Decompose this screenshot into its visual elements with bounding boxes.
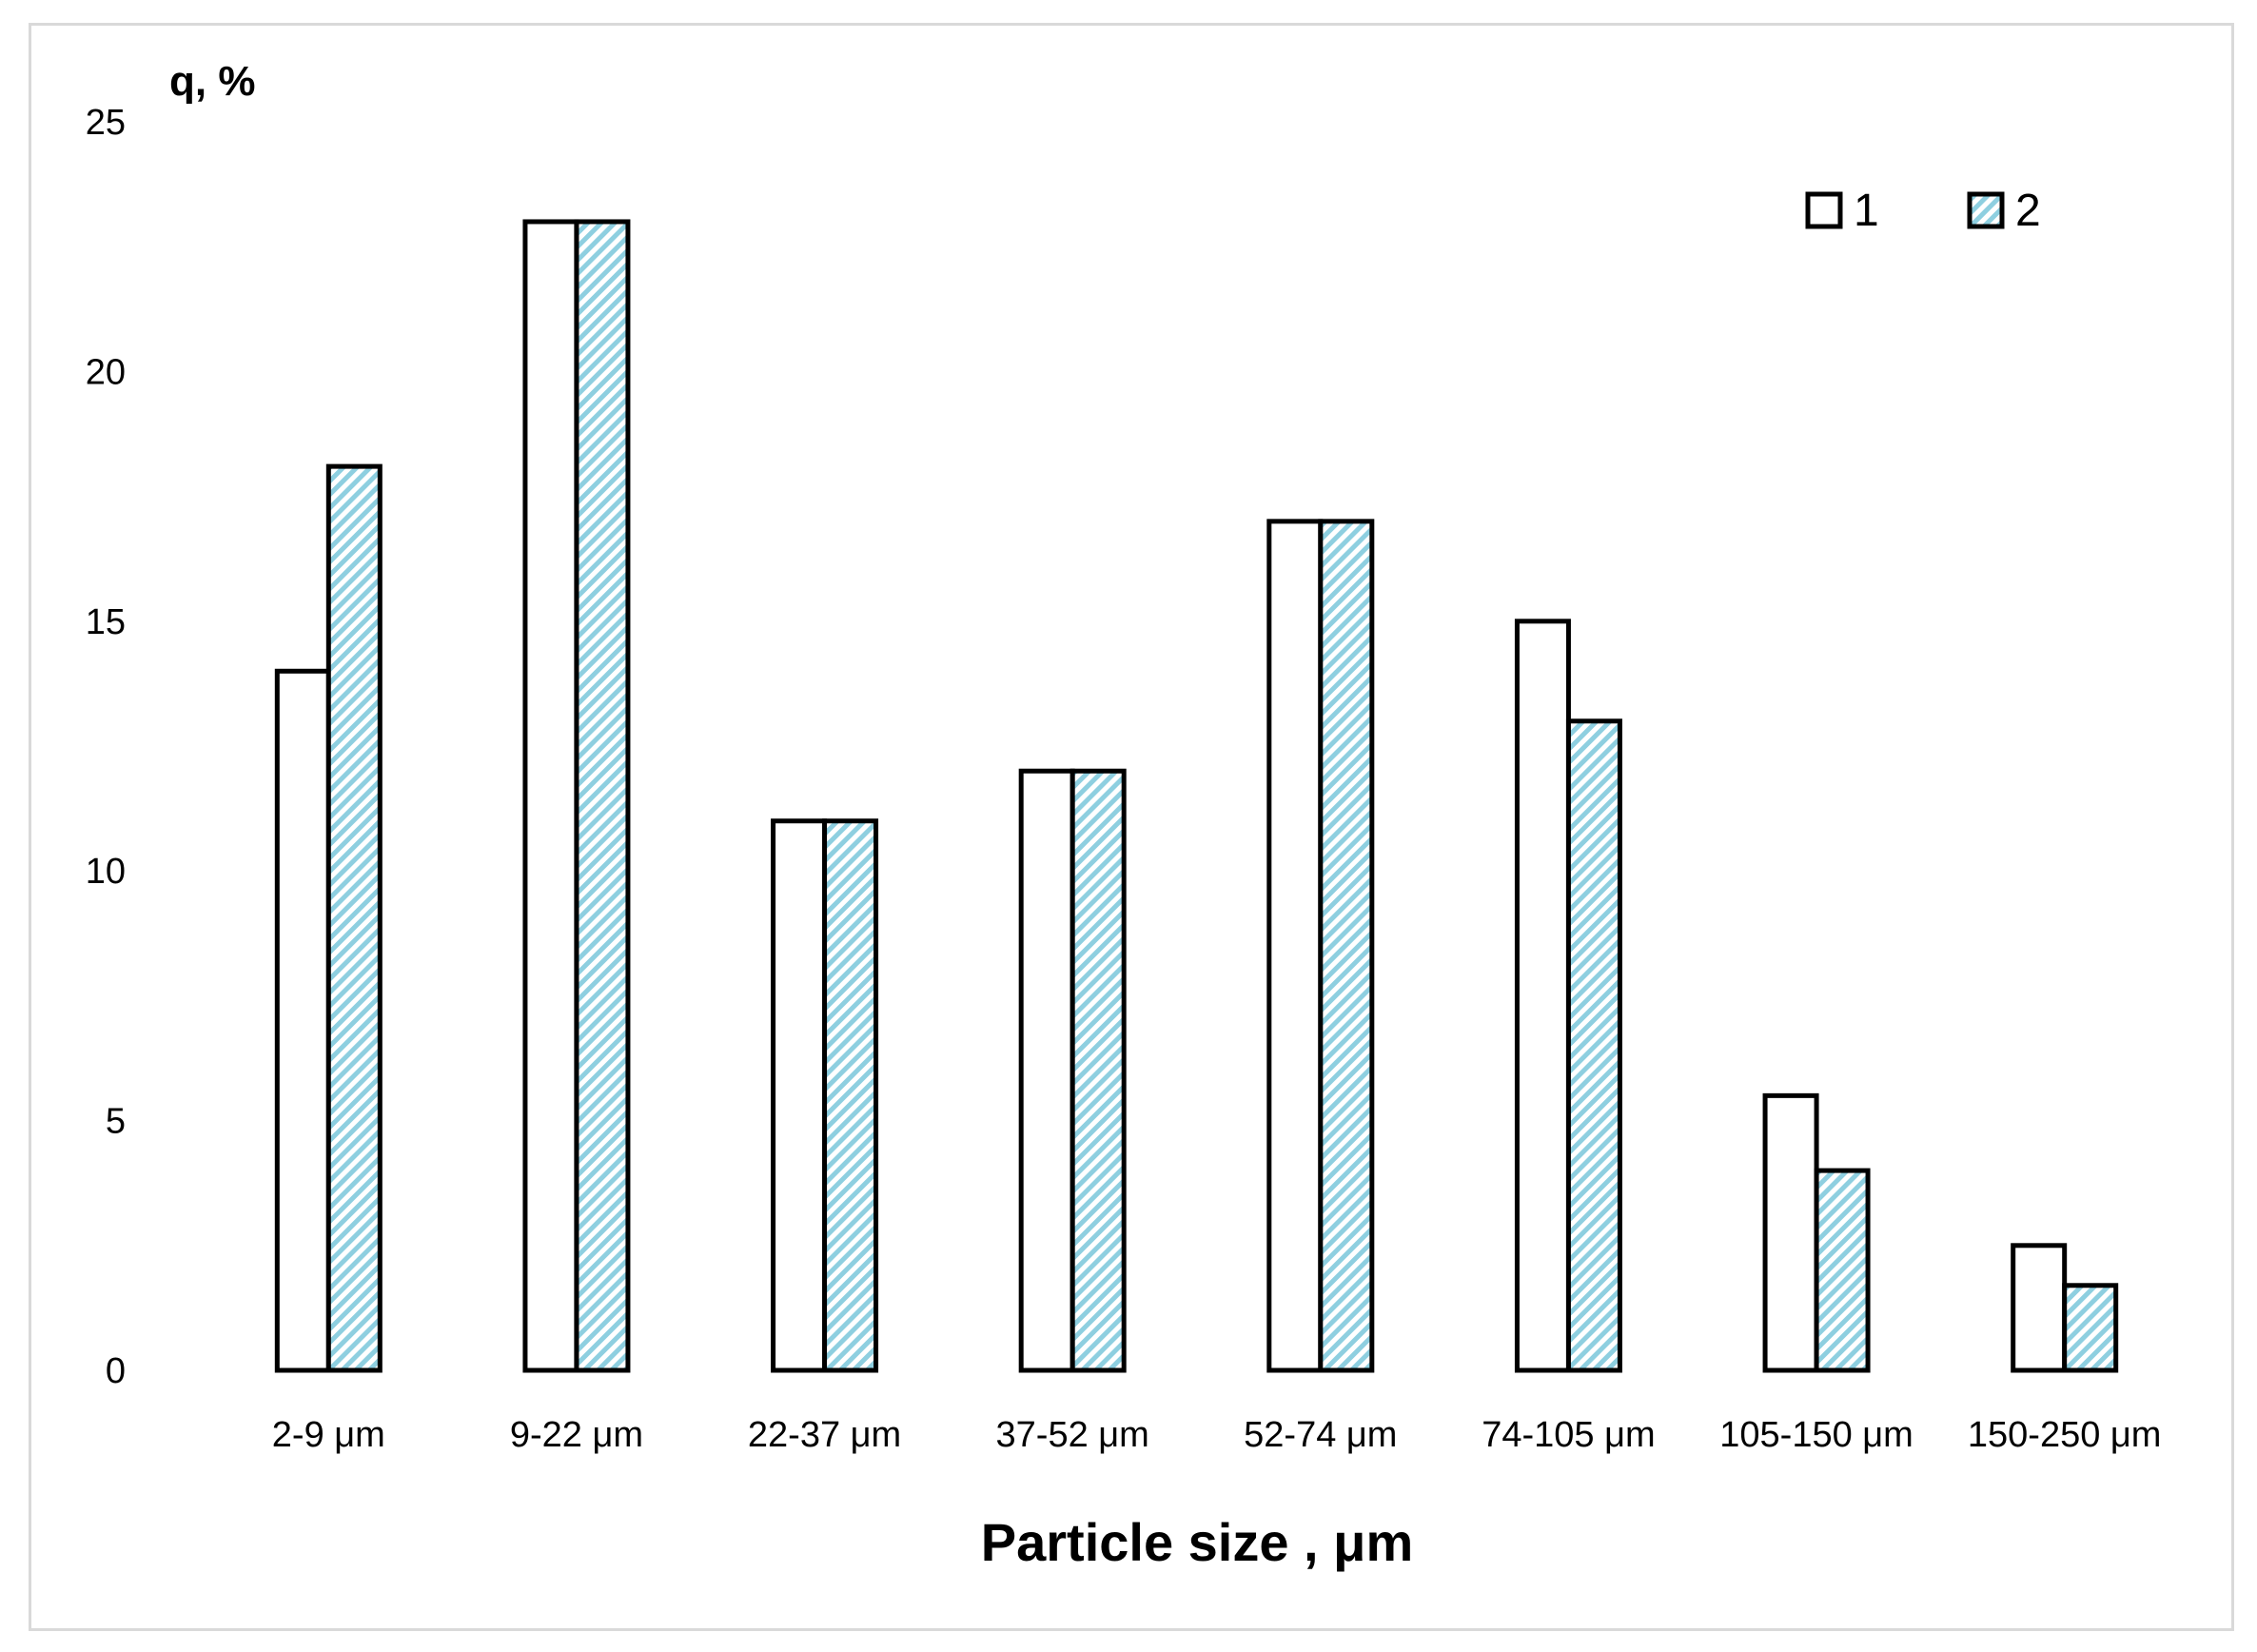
bar-series-2-4 — [1070, 768, 1127, 1373]
y-tick-label: 0 — [106, 1351, 126, 1391]
bar-series-2-3 — [822, 818, 879, 1373]
bar-series-1-1 — [274, 668, 331, 1373]
bar-series-1-3 — [771, 818, 828, 1373]
x-tick-label: 9-22 μm — [510, 1415, 643, 1455]
x-tick-label: 52-74 μm — [1244, 1415, 1397, 1455]
x-tick-label: 74-105 μm — [1482, 1415, 1655, 1455]
bar-series-2-2 — [574, 219, 631, 1373]
x-tick-label: 105-150 μm — [1719, 1415, 1914, 1455]
x-tick-label: 37-52 μm — [996, 1415, 1149, 1455]
x-tick-label: 150-250 μm — [1968, 1415, 2162, 1455]
bar-series-1-8 — [2011, 1243, 2068, 1373]
legend-label-2: 2 — [2015, 186, 2041, 236]
bar-series-2-1 — [325, 463, 383, 1373]
bar-series-1-5 — [1266, 519, 1324, 1373]
y-tick-label: 15 — [86, 602, 126, 642]
y-tick-label: 20 — [86, 352, 126, 392]
y-axis-title: q, % — [169, 58, 255, 105]
bar-series-1-2 — [522, 219, 579, 1373]
x-tick-label: 2-9 μm — [272, 1415, 385, 1455]
y-tick-label: 5 — [106, 1102, 126, 1142]
bar-series-1-6 — [1514, 619, 1571, 1373]
y-tick-label: 10 — [86, 852, 126, 892]
bar-series-2-6 — [1565, 718, 1622, 1373]
legend-swatch-2 — [1967, 191, 2005, 229]
bar-series-2-7 — [1814, 1168, 1871, 1373]
bar-series-1-4 — [1018, 768, 1075, 1373]
bar-series-2-8 — [2062, 1283, 2119, 1373]
y-tick-label: 25 — [86, 103, 126, 143]
x-axis-title: Particle size , μm — [981, 1512, 1413, 1572]
bar-series-2-5 — [1318, 519, 1375, 1373]
legend-label-1: 1 — [1854, 186, 1879, 236]
legend-swatch-1 — [1805, 191, 1843, 229]
x-tick-label: 22-37 μm — [748, 1415, 901, 1455]
bar-series-1-7 — [1762, 1092, 1819, 1373]
